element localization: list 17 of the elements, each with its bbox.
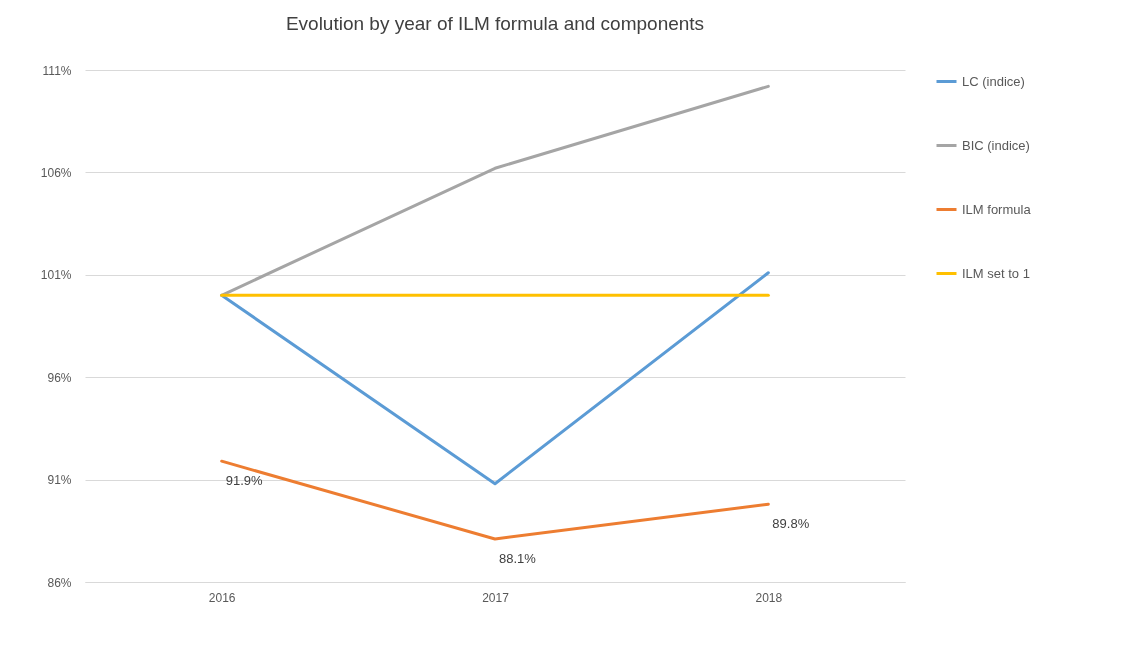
y-tick-label: 106% [40, 165, 72, 180]
y-tick-label: 91% [47, 473, 72, 488]
data-label: 89.8% [772, 516, 810, 532]
legend-label: BIC (indice) [962, 137, 1030, 153]
legend-label: ILM formula [962, 201, 1032, 217]
x-tick-label: 2017 [482, 590, 510, 605]
x-tick-label: 2018 [755, 590, 783, 605]
legend-label: LC (indice) [962, 73, 1025, 89]
y-tick-label: 96% [47, 370, 72, 385]
data-label: 91.9% [225, 473, 263, 489]
y-tick-label: 101% [40, 268, 72, 283]
chart-title: Evolution by year of ILM formula and components [285, 13, 705, 34]
legend-label: ILM set to 1 [962, 265, 1030, 281]
y-tick-label: 111% [42, 63, 72, 78]
y-tick-label: 86% [47, 575, 72, 590]
data-label: 88.1% [499, 550, 537, 566]
x-tick-label: 2016 [208, 590, 236, 605]
